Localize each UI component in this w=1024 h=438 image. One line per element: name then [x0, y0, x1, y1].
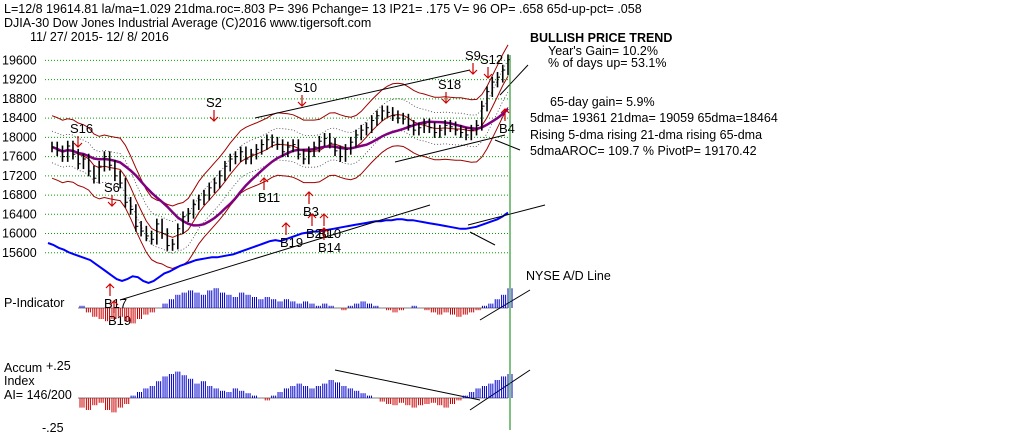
trend-line — [119, 204, 431, 301]
tick-label-16400: 16400 — [2, 207, 37, 221]
trend-lines — [119, 64, 546, 411]
signal-s10: S10 — [294, 80, 317, 95]
gain-65: 65-day gain= 5.9% — [550, 95, 655, 109]
trend-line — [469, 231, 496, 246]
price-bands — [51, 44, 509, 270]
signal-s18: S18 — [438, 77, 461, 92]
trend-line — [479, 289, 531, 321]
trend-line — [254, 69, 471, 119]
tick-label-18400: 18400 — [2, 111, 37, 125]
tick-label-15600: 15600 — [2, 246, 37, 260]
accum-label-3: AI= 146/200 — [4, 388, 72, 402]
signal-b10: B10 — [318, 226, 341, 241]
sell-arrow — [73, 136, 83, 148]
buy-arrow — [259, 177, 269, 190]
rising-dma: Rising 5-dma rising 21-dma rising 65-dma — [530, 128, 762, 142]
ad-line-path — [47, 211, 509, 284]
tick-label-19200: 19200 — [2, 73, 37, 87]
trend-line — [394, 134, 506, 163]
trend-line — [467, 204, 546, 226]
buy-arrow — [304, 191, 314, 204]
p-indicator-label: P-Indicator — [4, 296, 64, 310]
ad-line — [47, 211, 509, 284]
outer-band — [51, 107, 509, 270]
sell-arrow — [441, 92, 451, 104]
signal-b11: B11 — [258, 190, 280, 205]
sell-arrow — [209, 110, 219, 122]
signal-s2: S2 — [206, 95, 222, 110]
price-bars — [51, 54, 511, 251]
inner-band — [51, 91, 509, 254]
signal-b19: B19 — [280, 235, 303, 250]
header-date-range: 11/ 27/ 2015- 12/ 8/ 2016 — [30, 30, 169, 44]
signal-b20: B20 — [306, 226, 329, 241]
sell-arrow — [297, 95, 307, 107]
signal-s16: S16 — [70, 121, 93, 136]
trend-title: BULLISH PRICE TREND — [530, 31, 672, 45]
accum-label-2: Index — [4, 374, 35, 388]
tick-label-18000: 18000 — [2, 130, 37, 144]
accum-label-1: Accum — [4, 361, 42, 375]
buy-arrow — [307, 213, 317, 226]
inner-band — [51, 60, 509, 222]
buy-arrow — [319, 213, 329, 226]
buy-arrow — [500, 108, 510, 121]
aroc-pivot: 5dmaAROC= 109.7 % PivotP= 19170.42 — [530, 144, 757, 158]
signal-s12: S12 — [480, 52, 503, 67]
accum-bottom-label: -.25 — [42, 421, 64, 435]
signal-b17: B17 — [104, 296, 127, 311]
tick-label-18800: 18800 — [2, 92, 37, 106]
sell-arrow — [107, 195, 117, 207]
trend-line — [494, 139, 521, 151]
tick-label-16000: 16000 — [2, 227, 37, 241]
trend-line — [469, 369, 531, 411]
tick-label-17600: 17600 — [2, 150, 37, 164]
signal-b3: B3 — [303, 204, 319, 219]
trend-line — [334, 369, 481, 401]
header-line2: DJIA-30 Dow Jones Industrial Average (C)… — [4, 16, 371, 30]
buy-arrow — [105, 283, 115, 296]
signal-b14: B14 — [318, 240, 341, 255]
accum-index-panel — [78, 371, 513, 413]
sell-arrow — [483, 67, 493, 79]
ma21-line — [51, 75, 509, 238]
header-line1: L=12/8 19614.81 la/ma=1.029 21dma.roc=.8… — [4, 2, 642, 16]
trend-line — [499, 64, 529, 96]
tick-label-16800: 16800 — [2, 188, 37, 202]
years-gain: Year's Gain= 10.2% — [548, 44, 658, 58]
signal-s9: S9 — [465, 48, 481, 63]
outer-band — [51, 44, 509, 207]
ma65-line — [51, 107, 509, 227]
p-indicator-panel — [78, 288, 513, 324]
days-up: % of days up= 53.1% — [548, 56, 666, 70]
tick-label-19600: 19600 — [2, 53, 37, 67]
buy-arrow — [319, 227, 329, 240]
price-tick-labels: 19600 19200 18800 18400 18000 17600 17200 16800… — [2, 53, 37, 259]
ad-line-label: NYSE A/D Line — [526, 269, 611, 283]
signal-s6: S6 — [104, 180, 120, 195]
accum-top-label: +.25 — [46, 359, 71, 373]
signal-b4: B4 — [499, 121, 515, 136]
dma-values: 5dma= 19361 21dma= 19059 65dma=18464 — [530, 111, 778, 125]
buy-arrow — [281, 222, 291, 235]
sell-arrow — [468, 63, 478, 75]
tick-label-17200: 17200 — [2, 169, 37, 183]
